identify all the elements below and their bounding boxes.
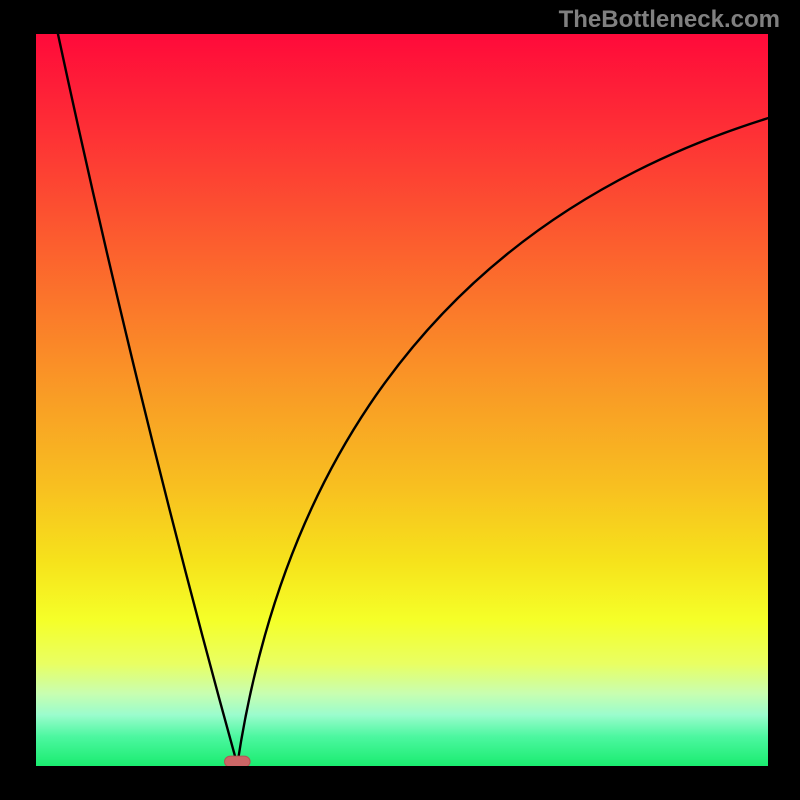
watermark-text: TheBottleneck.com: [559, 6, 780, 34]
curve-right-branch: [237, 118, 768, 764]
bottleneck-curve: [36, 34, 768, 766]
chart-container: TheBottleneck.com: [0, 0, 800, 800]
minimum-marker: [224, 756, 250, 766]
plot-area: [36, 34, 768, 766]
curve-left-branch: [58, 34, 237, 765]
